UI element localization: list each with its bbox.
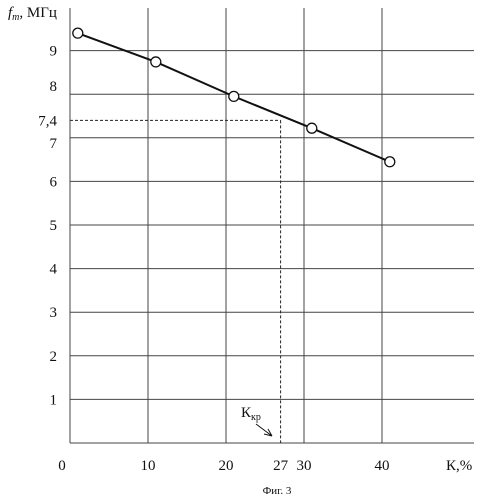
- data-point: [229, 91, 239, 101]
- y-tick-label: 8: [50, 79, 58, 95]
- x-tick-label: 0: [58, 458, 66, 474]
- y-tick-label: 5: [50, 218, 58, 234]
- x-tick-label: 20: [219, 458, 234, 474]
- data-point: [307, 123, 317, 133]
- x-axis-label: К,%: [446, 458, 472, 474]
- x-tick-label: 27: [273, 458, 289, 474]
- y-tick-label: 9: [50, 44, 58, 60]
- series: [73, 28, 395, 167]
- figure-caption: Фиг. 3: [263, 485, 292, 497]
- x-tick-label: 40: [375, 458, 390, 474]
- critical-pointer-arrow: [256, 424, 272, 436]
- critical-label: Ккр: [241, 405, 261, 423]
- grid: [70, 8, 474, 443]
- data-point: [385, 157, 395, 167]
- y-tick-label: 3: [50, 305, 58, 321]
- y-tick-label: 7,4: [38, 113, 57, 129]
- y-tick-label: 2: [50, 349, 58, 365]
- tick-labels: 0 10 20 27 30 40 1 2 3 4 5 6 7 7,4 8 9: [38, 44, 389, 474]
- y-tick-label: 1: [50, 392, 58, 408]
- y-tick-label: 4: [50, 262, 58, 278]
- x-tick-label: 10: [141, 458, 156, 474]
- y-tick-label: 7: [50, 136, 58, 152]
- data-point: [151, 57, 161, 67]
- y-axis-label: fm, МГц: [8, 5, 57, 23]
- data-point: [73, 28, 83, 38]
- y-tick-label: 6: [50, 174, 58, 190]
- x-tick-label: 30: [297, 458, 312, 474]
- critical-guides: [70, 120, 281, 443]
